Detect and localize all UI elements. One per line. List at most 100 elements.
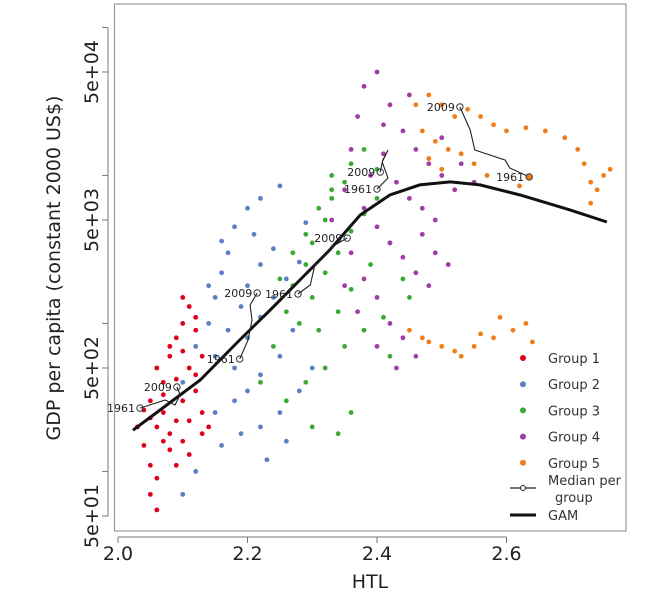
data-point-group-1: [154, 507, 160, 513]
data-point-group-1: [154, 424, 160, 430]
data-point-group-1: [193, 327, 199, 333]
data-point-group-3: [348, 286, 354, 292]
gam-layer: [132, 180, 608, 432]
median-end-year-label: 2009: [144, 381, 172, 394]
data-point-group-1: [147, 491, 153, 497]
y-tick-label: 5e+01: [81, 484, 103, 548]
y-tick-label: 5e+04: [81, 40, 103, 104]
data-point-group-4: [406, 92, 412, 98]
median-path-group-1: [139, 386, 181, 409]
median-end-year-label: 2009: [427, 101, 455, 114]
data-point-group-2: [245, 388, 250, 394]
data-point-group-2: [245, 205, 250, 211]
median-start-year-label: 1961: [265, 288, 293, 301]
legend-median-marker: [520, 485, 526, 491]
data-point-group-4: [374, 69, 380, 75]
data-point-group-3: [329, 173, 335, 178]
data-point-group-5: [504, 128, 509, 134]
data-point-group-1: [180, 438, 186, 444]
median-end-marker: [343, 234, 351, 242]
data-point-group-4: [419, 205, 425, 211]
data-point-group-4: [387, 240, 393, 246]
median-start-marker: [525, 173, 533, 181]
median-start-year-label: 1961: [107, 402, 135, 415]
data-point-group-3: [342, 343, 348, 349]
data-point-group-2: [283, 276, 289, 282]
data-point-group-5: [491, 335, 496, 341]
data-point-group-5: [445, 146, 451, 152]
data-point-group-1: [186, 452, 192, 457]
data-point-group-4: [394, 179, 399, 185]
data-point-group-5: [542, 128, 548, 134]
data-point-group-4: [400, 128, 406, 134]
y-axis-title: GDP per capita (constant 2000 US$): [43, 96, 65, 441]
data-point-group-1: [186, 418, 192, 424]
data-point-group-1: [160, 410, 166, 415]
data-point-group-5: [588, 200, 594, 206]
data-point-group-4: [400, 254, 406, 260]
axes-layer: 2.0 2.2 2.4 2.6 5e+01 5e+02 5e+03 5e+04: [81, 26, 522, 565]
data-point-group-4: [329, 217, 335, 223]
x-tick-label: 2.0: [103, 543, 133, 565]
data-point-group-1: [141, 442, 147, 448]
data-point-group-3: [329, 187, 335, 193]
data-point-group-2: [245, 283, 250, 289]
data-point-group-3: [400, 276, 406, 282]
data-point-group-5: [413, 102, 419, 108]
data-point-group-4: [355, 309, 360, 315]
median-end-marker: [456, 103, 464, 111]
data-point-group-5: [491, 122, 496, 128]
data-point-group-3: [316, 205, 322, 211]
data-point-group-4: [432, 217, 438, 223]
data-point-group-2: [212, 410, 218, 415]
data-point-group-4: [361, 83, 367, 89]
x-tick-label: 2.4: [362, 543, 392, 565]
legend-label-group-2: Group 2: [548, 378, 600, 393]
data-point-group-4: [419, 231, 425, 237]
data-point-group-4: [387, 321, 393, 326]
data-point-group-4: [413, 270, 419, 276]
data-point-group-1: [180, 398, 186, 404]
data-point-group-5: [452, 114, 458, 119]
data-point-group-3: [361, 146, 367, 152]
data-point-group-3: [342, 179, 348, 185]
legend-marker-group-5: [520, 459, 526, 466]
median-path-group-5: [459, 106, 530, 178]
data-point-group-1: [167, 343, 173, 349]
data-point-group-3: [303, 262, 309, 267]
data-point-group-5: [581, 161, 587, 167]
gam-curve: [132, 180, 608, 432]
data-point-group-3: [322, 270, 328, 276]
legend-label-median: Median per: [548, 474, 622, 489]
data-point-group-1: [167, 431, 173, 437]
data-point-group-2: [212, 353, 218, 359]
legend-label-group-4: Group 4: [548, 431, 600, 446]
legend-marker-group-1: [520, 355, 526, 361]
data-point-group-2: [206, 321, 212, 326]
data-point-group-5: [439, 102, 445, 108]
data-point-group-3: [322, 217, 328, 223]
data-point-group-3: [374, 166, 380, 172]
data-point-group-4: [439, 135, 445, 141]
data-point-group-1: [154, 365, 160, 371]
data-point-group-5: [465, 106, 471, 112]
plot-frame: [113, 3, 627, 532]
data-point-group-1: [173, 376, 179, 382]
data-point-group-3: [368, 262, 373, 267]
data-point-group-5: [458, 151, 464, 157]
data-point-group-2: [219, 270, 225, 276]
median-start-marker: [294, 290, 302, 298]
y-tick-label: 5e+03: [81, 188, 103, 252]
data-point-group-3: [303, 379, 309, 385]
data-point-group-2: [283, 438, 289, 444]
data-point-group-4: [400, 335, 406, 341]
data-point-group-5: [452, 348, 458, 354]
data-point-group-5: [562, 135, 568, 141]
data-point-group-2: [180, 379, 186, 385]
data-point-group-5: [517, 183, 522, 189]
data-point-group-5: [419, 128, 425, 134]
data-point-group-4: [368, 173, 373, 178]
data-point-group-4: [348, 250, 354, 256]
data-point-group-2: [258, 195, 263, 201]
